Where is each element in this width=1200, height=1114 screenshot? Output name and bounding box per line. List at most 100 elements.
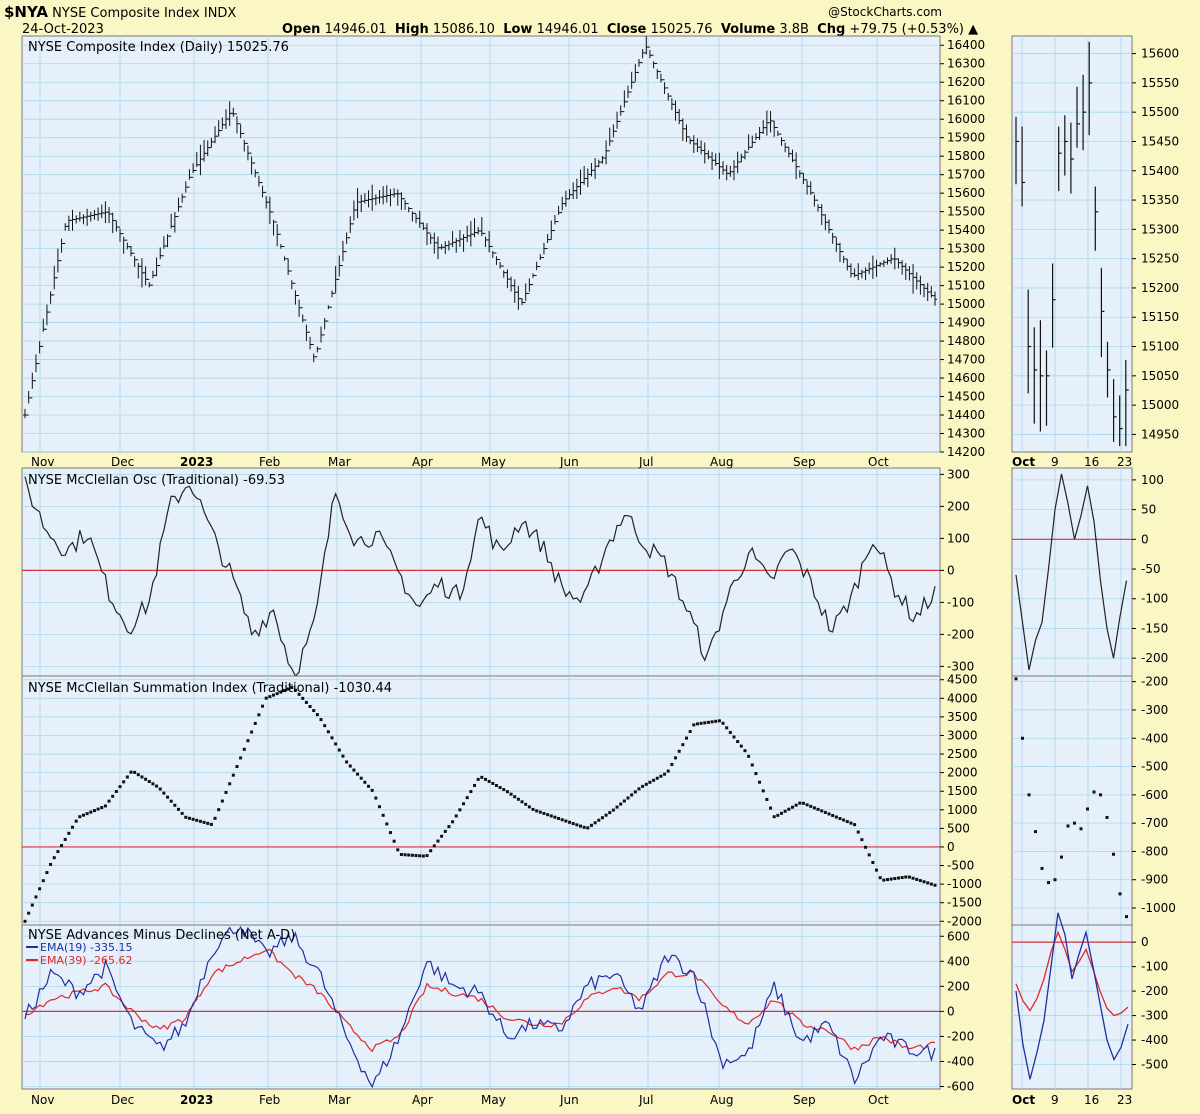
side-sum-point	[1066, 824, 1070, 828]
side-sum-point	[1014, 677, 1018, 681]
sum-point	[381, 813, 385, 817]
ema39-legend-label: EMA(39) -265.62	[40, 954, 133, 967]
x-tick-label: Feb	[259, 1093, 280, 1107]
sum-point	[684, 736, 688, 740]
sum-point	[282, 689, 286, 693]
sum-point	[659, 774, 663, 778]
x-tick-label: Mar	[328, 1093, 351, 1107]
sum-point	[184, 815, 188, 819]
sum-point	[812, 806, 816, 810]
sum-point	[644, 782, 648, 786]
sum-point	[341, 754, 345, 758]
sum-point	[743, 749, 747, 753]
sum-point	[129, 770, 133, 774]
sum-point	[348, 764, 352, 768]
sum-point	[695, 722, 699, 726]
y-tick-label: 15300	[947, 242, 985, 256]
sum-point	[41, 879, 45, 883]
sum-point	[63, 837, 67, 841]
side-sum-point	[1105, 815, 1109, 819]
sum-point	[878, 876, 882, 880]
sum-point	[871, 860, 875, 864]
sum-point	[557, 816, 561, 820]
sum-point	[615, 805, 619, 809]
sum-point	[721, 721, 725, 725]
sum-point	[286, 687, 290, 691]
sum-point	[849, 821, 853, 825]
y-tick-label: 400	[947, 954, 970, 968]
y-tick-label: 2000	[947, 766, 978, 780]
sum-point	[648, 780, 652, 784]
side-y-tick-label: -800	[1141, 844, 1168, 858]
sum-point	[520, 800, 524, 804]
sum-point	[875, 868, 879, 872]
sum-point	[553, 815, 557, 819]
side-y-tick-label: -50	[1141, 562, 1161, 576]
sum-point	[264, 696, 268, 700]
sum-point	[272, 693, 276, 697]
sum-point	[856, 830, 860, 834]
y-tick-label: 15000	[947, 297, 985, 311]
sum-point	[885, 878, 889, 882]
sum-point	[462, 802, 466, 806]
side-x-tick-label: 9	[1051, 1093, 1059, 1107]
side-sum-point	[1112, 852, 1115, 856]
sum-point	[491, 781, 495, 785]
symbol-name: NYSE Composite Index INDX	[52, 6, 237, 21]
side-y-tick-label: 15500	[1141, 105, 1179, 119]
sum-point	[918, 879, 922, 883]
side-y-tick-label: 15050	[1141, 369, 1179, 383]
x-tick-label: Apr	[412, 455, 433, 469]
sum-point	[531, 807, 535, 811]
sum-point	[403, 853, 407, 857]
sum-point	[681, 743, 685, 747]
sum-point	[425, 854, 429, 858]
sum-point	[867, 853, 871, 857]
sum-point	[125, 775, 129, 779]
sum-point	[666, 769, 670, 773]
sum-point	[279, 690, 283, 694]
side-y-tick-label: 15400	[1141, 164, 1179, 178]
sum-point	[546, 813, 550, 817]
side-x-tick-label: Oct	[1012, 455, 1035, 469]
x-tick-label: Dec	[111, 1093, 134, 1107]
sum-point	[747, 754, 751, 758]
y-tick-label: 16000	[947, 112, 985, 126]
y-tick-label: 15500	[947, 205, 985, 219]
sum-point	[622, 799, 626, 803]
sum-point	[834, 815, 838, 819]
side-y-tick-label: -300	[1141, 1009, 1168, 1023]
x-tick-label: 2023	[180, 455, 213, 469]
side-y-tick-label: -500	[1141, 1058, 1168, 1072]
sum-point	[191, 817, 195, 821]
sum-point	[23, 919, 27, 923]
sum-point	[92, 809, 96, 813]
sum-point	[107, 799, 111, 803]
sum-point	[363, 780, 367, 784]
sum-point	[319, 718, 323, 722]
side-y-tick-label: 15300	[1141, 222, 1179, 236]
close-label: Close	[606, 22, 647, 37]
sum-point	[619, 802, 623, 806]
x-tick-label: Jul	[638, 455, 653, 469]
low-value: 14946.01	[536, 22, 599, 37]
sum-point	[228, 782, 232, 786]
sum-point	[929, 882, 933, 886]
x-tick-label: Aug	[710, 455, 733, 469]
sum-point	[136, 773, 140, 777]
side-x-tick-label: 16	[1084, 1093, 1099, 1107]
y-tick-label: -300	[947, 659, 974, 673]
x-tick-label: 2023	[180, 1093, 213, 1107]
sum-point	[337, 748, 341, 752]
sum-point	[911, 876, 915, 880]
y-tick-label: 0	[947, 1004, 955, 1018]
sum-point	[30, 903, 34, 907]
sum-point	[717, 719, 721, 723]
sum-point	[798, 801, 802, 805]
low-label: Low	[503, 22, 533, 37]
y-tick-label: 200	[947, 979, 970, 993]
side-y-tick-label: -400	[1141, 1033, 1168, 1047]
sum-point	[239, 756, 243, 760]
side-sum-point	[1079, 827, 1083, 831]
sum-point	[330, 736, 334, 740]
